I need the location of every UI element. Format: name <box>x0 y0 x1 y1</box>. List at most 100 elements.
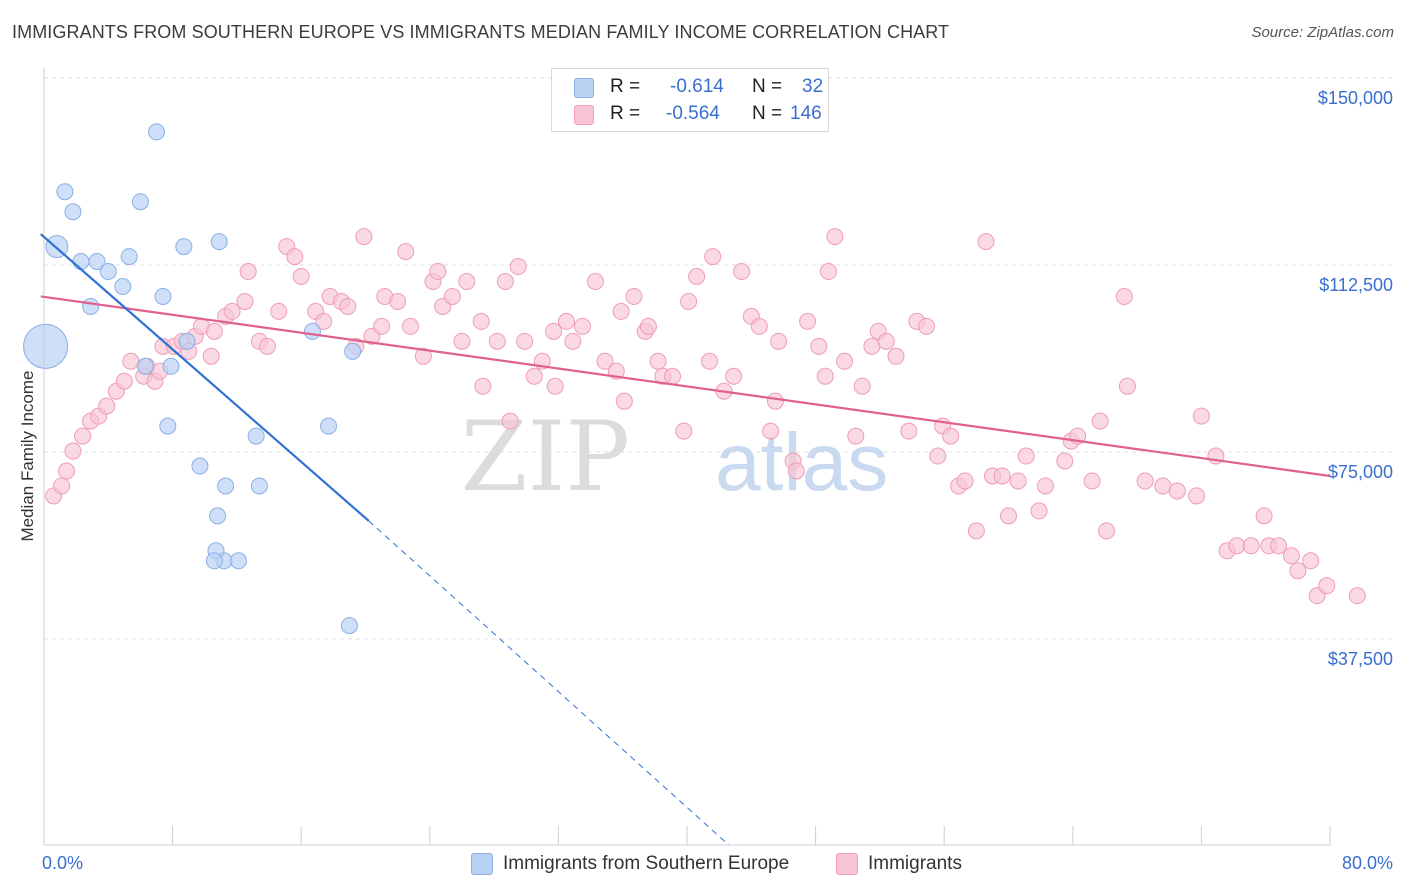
legend-swatch-pink <box>574 105 594 125</box>
southern-europe-point <box>114 277 132 295</box>
southern-europe-point <box>64 203 82 221</box>
immigrants-point <box>770 332 788 350</box>
immigrants-point <box>122 352 140 370</box>
immigrants-point <box>258 337 276 355</box>
immigrants-point <box>397 243 415 261</box>
immigrants-point <box>1009 472 1027 490</box>
immigrants-point <box>1036 477 1054 495</box>
immigrants-point <box>488 332 506 350</box>
southern-europe-point <box>88 253 106 271</box>
immigrants-point <box>639 317 657 335</box>
southern-europe-point <box>72 253 90 271</box>
southern-europe-point <box>154 287 172 305</box>
immigrants-point <box>762 422 780 440</box>
immigrants-point <box>1302 552 1320 570</box>
immigrants-point <box>339 297 357 315</box>
immigrants-point <box>675 422 693 440</box>
immigrants-point <box>929 447 947 465</box>
immigrants-point <box>1030 502 1048 520</box>
immigrants-point <box>993 467 1011 485</box>
southern-europe-point <box>191 457 209 475</box>
southern-europe-point <box>175 238 193 256</box>
southern-europe-point <box>210 233 228 251</box>
legend-n-label: N = <box>752 76 783 97</box>
southern-europe-point <box>131 193 149 211</box>
immigrants-point <box>688 268 706 286</box>
immigrants-point <box>826 228 844 246</box>
immigrants-point <box>474 377 492 395</box>
immigrants-point <box>877 332 895 350</box>
immigrants-points <box>45 228 1366 605</box>
southern-europe-point <box>340 617 358 635</box>
immigrants-point <box>355 228 373 246</box>
immigrants-point <box>1091 412 1109 430</box>
immigrants-point <box>596 352 614 370</box>
immigrants-point <box>115 372 133 390</box>
trend-lines <box>40 233 1331 846</box>
immigrants-point <box>810 337 828 355</box>
immigrants-point <box>1228 537 1246 555</box>
immigrants-point <box>1098 522 1116 540</box>
southern-europe-point <box>159 417 177 435</box>
immigrants-point <box>615 392 633 410</box>
immigrants-point <box>799 312 817 330</box>
southern-europe-trend-extension <box>368 520 730 846</box>
immigrants-point <box>236 292 254 310</box>
y-tick-label: $112,500 <box>1319 275 1393 295</box>
immigrants-point <box>64 442 82 460</box>
watermark: ZIP atlas <box>461 401 888 513</box>
southern-europe-point <box>178 332 196 350</box>
immigrants-point <box>1000 507 1017 525</box>
legend-r-value: -0.564 <box>666 103 720 124</box>
immigrants-point <box>586 273 604 291</box>
y-tick-label: $37,500 <box>1328 649 1393 669</box>
immigrants-point <box>414 347 432 365</box>
immigrants-point <box>443 287 461 305</box>
correlation-legend: R = -0.614 N = 32 R = -0.564 N = 146 <box>551 68 829 132</box>
bottom-legend-label: Immigrants from Southern Europe <box>503 853 790 874</box>
bottom-legend-swatch-pink <box>836 853 858 875</box>
immigrants-point <box>1270 537 1288 555</box>
immigrants-point <box>373 317 391 335</box>
immigrants-point <box>612 302 630 320</box>
immigrants-point <box>1118 377 1136 395</box>
immigrants-point <box>847 427 865 445</box>
legend-n-value: 146 <box>790 103 822 124</box>
southern-europe-point <box>23 323 69 369</box>
legend-r-label: R = <box>610 103 641 124</box>
southern-europe-point <box>320 417 338 435</box>
y-tick-label: $150,000 <box>1318 88 1393 108</box>
immigrants-point <box>501 412 519 430</box>
southern-europe-point <box>209 507 227 525</box>
immigrants-point <box>816 367 834 385</box>
southern-europe-point <box>230 552 248 570</box>
immigrants-point <box>564 332 582 350</box>
immigrants-point <box>1154 477 1172 495</box>
southern-europe-point <box>120 248 138 266</box>
immigrants-point <box>701 352 719 370</box>
immigrants-point <box>205 322 223 340</box>
immigrants-point <box>58 462 76 480</box>
southern-europe-point <box>162 357 180 375</box>
southern-europe-point <box>247 427 265 445</box>
immigrants-point <box>1056 452 1074 470</box>
y-tick-labels: $37,500 $75,000 $112,500 $150,000 <box>1318 88 1393 669</box>
axes <box>43 68 1331 846</box>
legend-r-value: -0.614 <box>670 76 724 97</box>
legend-n-value: 32 <box>802 76 824 97</box>
immigrants-point <box>545 322 563 340</box>
immigrants-point <box>1083 472 1101 490</box>
immigrants-point <box>315 312 333 330</box>
immigrants-point <box>402 317 420 335</box>
immigrants-point <box>887 347 905 365</box>
source-label: Source: ZipAtlas.com <box>1251 24 1394 41</box>
immigrants-point <box>1168 482 1186 500</box>
immigrants-point <box>74 427 92 445</box>
immigrants-point <box>1282 547 1300 565</box>
immigrants-point <box>1115 287 1133 305</box>
immigrants-point <box>525 367 543 385</box>
immigrants-point <box>223 302 241 320</box>
immigrants-point <box>496 273 514 291</box>
southern-europe-point <box>136 357 154 375</box>
